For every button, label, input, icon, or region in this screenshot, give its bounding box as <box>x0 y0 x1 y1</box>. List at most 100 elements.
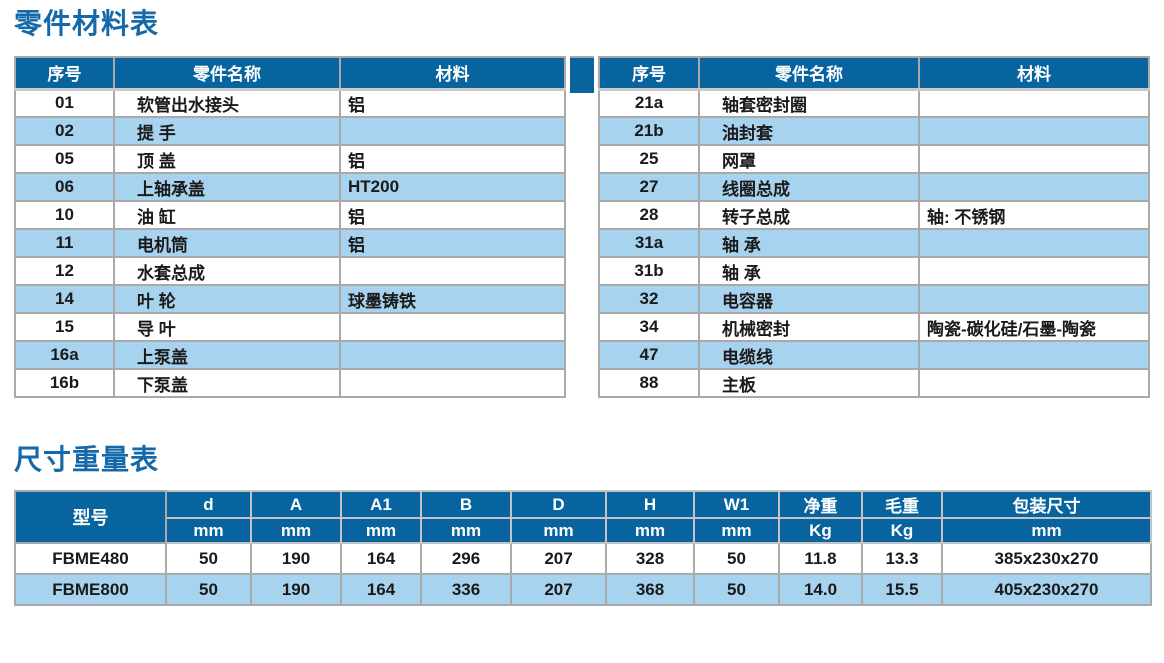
parts-column-header: 材料 <box>918 56 1150 91</box>
part-name-cell: 油 缸 <box>113 200 341 231</box>
spec-sheet-page: 零件材料表 序号 零件名称 材料 01 软管出水接头铝 02 提 手 05 顶 盖铝 06 上轴承… <box>14 8 1152 607</box>
dim-column-label: 净重 <box>778 490 863 520</box>
parts-table-left-head: 序号 零件名称 材料 <box>14 56 566 91</box>
parts-table-row: 28 转子总成 轴: 不锈钢 <box>598 200 1150 231</box>
parts-table-row: 14 叶 轮球墨铸铁 <box>14 284 566 315</box>
dim-value-cell: 11.8 <box>778 542 863 576</box>
parts-table-row: 21b 油封套 <box>598 116 1150 147</box>
spacer-header-cell <box>570 56 594 94</box>
spacer-body <box>566 93 598 399</box>
dim-value-cell: 336 <box>420 573 512 607</box>
dim-value-cell: 164 <box>340 542 422 576</box>
dimensions-table-row: FBME800 50 190 164 336 207 368 50 14.0 15.5 405x23… <box>14 573 1152 607</box>
dim-column-unit: Kg <box>861 517 943 545</box>
part-number-cell: 34 <box>598 312 700 343</box>
part-material-cell: 轴: 不锈钢 <box>918 200 1150 231</box>
part-name-cell: 电机筒 <box>113 228 341 259</box>
part-material-cell <box>918 144 1150 175</box>
dim-value-cell: 50 <box>693 542 780 576</box>
part-number-cell: 05 <box>14 144 115 175</box>
part-number-cell: 31a <box>598 228 700 259</box>
part-number-cell: 16a <box>14 340 115 371</box>
parts-tables-container: 序号 零件名称 材料 01 软管出水接头铝 02 提 手 05 顶 盖铝 06 上轴承盖 HT200… <box>14 56 1150 399</box>
dim-header-label-row: 型号 d A A1 B D H W1 净重 毛重 包装尺寸 <box>14 490 1152 545</box>
part-number-cell: 32 <box>598 284 700 315</box>
dim-column-label: d <box>165 490 252 520</box>
part-material-cell <box>918 340 1150 371</box>
dim-value-cell: 296 <box>420 542 512 576</box>
parts-table-row: 34 机械密封 陶瓷-碳化硅/石墨-陶瓷 <box>598 312 1150 343</box>
parts-header-row: 序号 零件名称 材料 <box>598 56 1150 91</box>
parts-column-header: 序号 <box>14 56 115 91</box>
part-material-cell <box>339 116 566 147</box>
part-number-cell: 25 <box>598 144 700 175</box>
dim-column-unit: mm <box>340 517 422 545</box>
dim-value-cell: 50 <box>165 573 252 607</box>
parts-table-row: 16a 上泵盖 <box>14 340 566 371</box>
parts-table-row: 47 电缆线 <box>598 340 1150 371</box>
dim-column-label: 毛重 <box>861 490 943 520</box>
parts-column-header: 序号 <box>598 56 700 91</box>
parts-table-row: 02 提 手 <box>14 116 566 147</box>
part-material-cell <box>339 312 566 343</box>
part-name-cell: 电缆线 <box>698 340 920 371</box>
dim-value-cell: 15.5 <box>861 573 943 607</box>
parts-table-row: 16b 下泵盖 <box>14 368 566 399</box>
dim-value-cell: 190 <box>250 573 342 607</box>
dim-column-label: A1 <box>340 490 422 520</box>
part-number-cell: 21a <box>598 88 700 119</box>
part-name-cell: 轴 承 <box>698 228 920 259</box>
part-name-cell: 轴 承 <box>698 256 920 287</box>
part-name-cell: 上轴承盖 <box>113 172 341 203</box>
part-name-cell: 电容器 <box>698 284 920 315</box>
parts-column-header: 零件名称 <box>113 56 341 91</box>
part-number-cell: 12 <box>14 256 115 287</box>
dim-column-label: W1 <box>693 490 780 520</box>
part-name-cell: 网罩 <box>698 144 920 175</box>
parts-table-spacer-column <box>566 56 598 399</box>
dim-value-cell: 50 <box>165 542 252 576</box>
part-name-cell: 转子总成 <box>698 200 920 231</box>
part-material-cell: HT200 <box>339 172 566 203</box>
parts-header-row: 序号 零件名称 材料 <box>14 56 566 91</box>
model-name-cell: FBME800 <box>14 573 167 607</box>
part-material-cell <box>918 116 1150 147</box>
dim-value-cell: 14.0 <box>778 573 863 607</box>
model-column-header: 型号 <box>14 490 167 545</box>
part-material-cell <box>918 284 1150 315</box>
parts-table-row: 31b 轴 承 <box>598 256 1150 287</box>
part-number-cell: 11 <box>14 228 115 259</box>
dim-column-unit: mm <box>693 517 780 545</box>
dim-value-cell: 405x230x270 <box>941 573 1152 607</box>
part-name-cell: 机械密封 <box>698 312 920 343</box>
part-name-cell: 上泵盖 <box>113 340 341 371</box>
dim-column-unit: mm <box>605 517 695 545</box>
dimensions-table-head: 型号 d A A1 B D H W1 净重 毛重 包装尺寸 mm mm mm mm mm mm mm Kg Kg mm <box>14 490 1152 545</box>
dimensions-table: 型号 d A A1 B D H W1 净重 毛重 包装尺寸 mm mm mm mm mm mm mm Kg Kg mm… <box>14 490 1152 607</box>
parts-table-row: 12 水套总成 <box>14 256 566 287</box>
dimensions-table-body: FBME480 50 190 164 296 207 328 50 11.8 13.3 385x23… <box>14 542 1152 607</box>
dim-value-cell: 385x230x270 <box>941 542 1152 576</box>
part-number-cell: 16b <box>14 368 115 399</box>
part-material-cell: 陶瓷-碳化硅/石墨-陶瓷 <box>918 312 1150 343</box>
dim-value-cell: 190 <box>250 542 342 576</box>
part-number-cell: 21b <box>598 116 700 147</box>
parts-table-row: 27 线圈总成 <box>598 172 1150 203</box>
dim-column-unit: mm <box>510 517 607 545</box>
part-number-cell: 15 <box>14 312 115 343</box>
dim-column-label: A <box>250 490 342 520</box>
parts-table-row: 05 顶 盖铝 <box>14 144 566 175</box>
part-name-cell: 软管出水接头 <box>113 88 341 119</box>
dim-column-unit: mm <box>165 517 252 545</box>
parts-table-row: 01 软管出水接头铝 <box>14 88 566 119</box>
parts-table-row: 32 电容器 <box>598 284 1150 315</box>
parts-table-row: 21a 轴套密封圈 <box>598 88 1150 119</box>
parts-table-row: 25 网罩 <box>598 144 1150 175</box>
dim-value-cell: 50 <box>693 573 780 607</box>
parts-table-row: 11 电机筒铝 <box>14 228 566 259</box>
dim-value-cell: 207 <box>510 573 607 607</box>
part-material-cell <box>339 340 566 371</box>
part-name-cell: 主板 <box>698 368 920 399</box>
part-material-cell <box>918 368 1150 399</box>
part-name-cell: 导 叶 <box>113 312 341 343</box>
